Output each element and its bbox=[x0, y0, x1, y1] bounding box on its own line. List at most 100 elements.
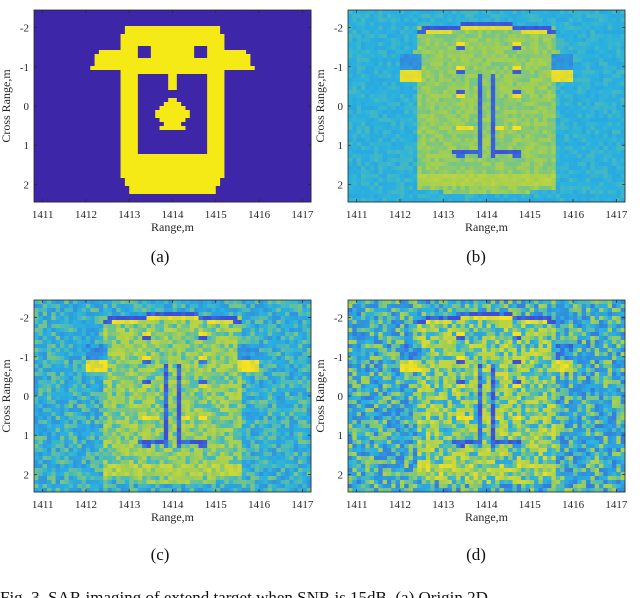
heatmap-cell bbox=[551, 50, 557, 55]
heatmap-cell bbox=[168, 150, 173, 155]
heatmap-cell bbox=[211, 26, 217, 31]
heatmap-cell bbox=[215, 142, 221, 147]
y-axis-label: Cross Range,m bbox=[0, 69, 13, 143]
heatmap-cell bbox=[150, 30, 156, 35]
heatmap-cell bbox=[259, 74, 264, 79]
heatmap-cell bbox=[395, 82, 401, 87]
heatmap-cell bbox=[98, 170, 104, 175]
heatmap-cell bbox=[469, 10, 474, 15]
heatmap-cell bbox=[51, 146, 57, 151]
heatmap-cell bbox=[551, 54, 557, 59]
heatmap-cell bbox=[293, 158, 299, 163]
heatmap-cell bbox=[111, 186, 117, 191]
heatmap-cell bbox=[198, 110, 204, 115]
heatmap-cell bbox=[137, 114, 143, 119]
heatmap-cell bbox=[607, 66, 613, 71]
heatmap-cell bbox=[172, 22, 178, 27]
heatmap-cell bbox=[68, 158, 74, 163]
heatmap-cell bbox=[142, 90, 147, 95]
heatmap-cell bbox=[224, 66, 230, 71]
heatmap-cell bbox=[85, 38, 91, 43]
heatmap-cell bbox=[64, 198, 70, 203]
heatmap-cell bbox=[215, 134, 221, 139]
heatmap-cell bbox=[267, 114, 273, 119]
heatmap-cell bbox=[129, 162, 134, 167]
heatmap-cell bbox=[365, 54, 371, 59]
heatmap-cell bbox=[612, 58, 617, 63]
heatmap-cell bbox=[77, 186, 83, 191]
heatmap-cell bbox=[568, 10, 574, 15]
heatmap-cell bbox=[172, 162, 178, 167]
heatmap-cell bbox=[185, 170, 191, 175]
heatmap-cell bbox=[207, 18, 212, 23]
heatmap-cell bbox=[306, 102, 312, 107]
heatmap-cell bbox=[142, 14, 147, 19]
heatmap-cell bbox=[573, 62, 578, 67]
heatmap-cell bbox=[460, 54, 466, 59]
heatmap-cell bbox=[107, 174, 113, 179]
heatmap-cell bbox=[378, 106, 384, 111]
heatmap-cell bbox=[90, 50, 95, 55]
heatmap-cell bbox=[194, 146, 199, 151]
x-tick-label: 1413 bbox=[118, 209, 141, 221]
heatmap-cell bbox=[34, 122, 39, 127]
heatmap-cell bbox=[482, 110, 487, 115]
heatmap-cell bbox=[38, 190, 44, 195]
heatmap-cell bbox=[103, 134, 108, 139]
heatmap-cell bbox=[228, 50, 234, 55]
heatmap-cell bbox=[250, 70, 256, 75]
heatmap-cell bbox=[77, 66, 83, 71]
heatmap-cell bbox=[399, 46, 405, 51]
heatmap-cell bbox=[365, 82, 371, 87]
heatmap-cell bbox=[72, 134, 78, 139]
heatmap-cell bbox=[267, 142, 273, 147]
heatmap-cell bbox=[55, 118, 61, 123]
heatmap-cell bbox=[137, 98, 143, 103]
heatmap-cell bbox=[616, 42, 622, 47]
heatmap-cell bbox=[241, 106, 247, 111]
heatmap-cell bbox=[464, 118, 470, 123]
heatmap-cell bbox=[590, 62, 596, 67]
heatmap-cell bbox=[352, 78, 358, 83]
heatmap-cell bbox=[289, 166, 295, 171]
heatmap-cell bbox=[538, 106, 544, 111]
heatmap-cell bbox=[306, 122, 312, 127]
heatmap-cell bbox=[408, 46, 414, 51]
heatmap-cell bbox=[508, 14, 513, 19]
heatmap-cell bbox=[412, 74, 418, 79]
heatmap-cell bbox=[194, 54, 199, 59]
heatmap-cell bbox=[189, 154, 195, 159]
heatmap-cell bbox=[81, 158, 87, 163]
heatmap-cell bbox=[568, 94, 574, 99]
heatmap-cell bbox=[202, 26, 208, 31]
heatmap-cell bbox=[460, 98, 466, 103]
heatmap-cell bbox=[59, 14, 65, 19]
heatmap-cell bbox=[120, 74, 126, 79]
heatmap-cell bbox=[81, 126, 87, 131]
heatmap-cell bbox=[90, 194, 95, 199]
heatmap-cell bbox=[150, 94, 156, 99]
heatmap-cell bbox=[159, 78, 165, 83]
heatmap-cell bbox=[356, 74, 362, 79]
heatmap-cell bbox=[438, 62, 444, 67]
heatmap-cell bbox=[512, 58, 518, 63]
heatmap-cell bbox=[460, 22, 466, 27]
heatmap-cell bbox=[603, 46, 609, 51]
heatmap-cell bbox=[306, 106, 312, 111]
heatmap-cell bbox=[215, 78, 221, 83]
heatmap-cell bbox=[68, 50, 74, 55]
heatmap-cell bbox=[241, 46, 247, 51]
heatmap-cell bbox=[395, 58, 401, 63]
heatmap-cell bbox=[285, 22, 290, 27]
heatmap-cell bbox=[98, 126, 104, 131]
heatmap-cell bbox=[198, 62, 204, 67]
heatmap-cell bbox=[547, 118, 552, 123]
heatmap-cell bbox=[68, 110, 74, 115]
heatmap-cell bbox=[224, 182, 230, 187]
heatmap-cell bbox=[142, 66, 147, 71]
heatmap-cell bbox=[159, 22, 165, 27]
heatmap-cell bbox=[59, 58, 65, 63]
x-tick-label: 1416 bbox=[248, 209, 271, 221]
heatmap-cell bbox=[159, 98, 165, 103]
heatmap-cell bbox=[555, 62, 561, 67]
